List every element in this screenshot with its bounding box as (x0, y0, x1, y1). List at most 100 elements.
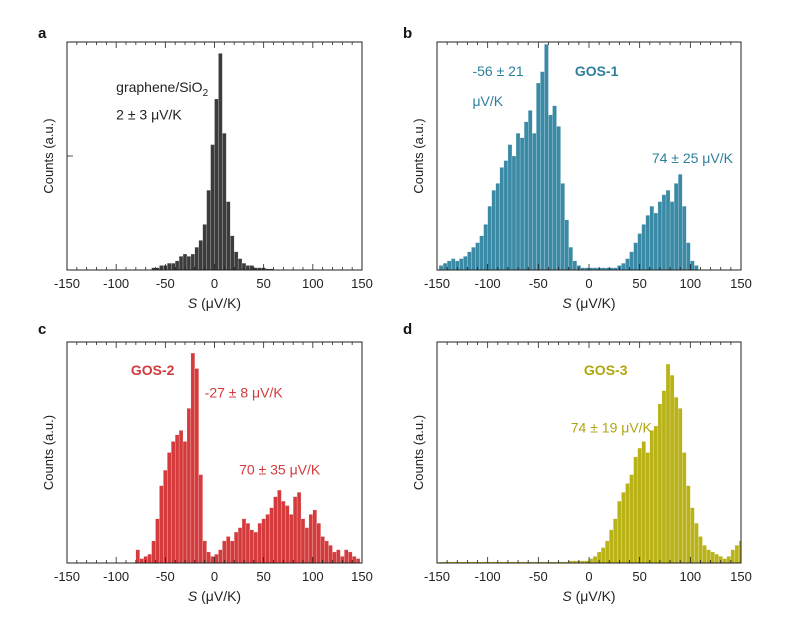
histogram-bar (226, 201, 231, 271)
annotation: 74 ± 25 μV/K (652, 150, 734, 166)
x-tick-label: -150 (54, 569, 80, 584)
histogram-bar (171, 262, 176, 271)
histogram-bar (653, 425, 659, 564)
x-tick-label: 50 (632, 569, 646, 584)
histogram-bar (682, 452, 687, 564)
histogram-bar (245, 523, 251, 564)
x-tick-label: 0 (211, 569, 218, 584)
annotation-text: GOS-1 (575, 63, 619, 79)
histogram-bar (273, 496, 278, 564)
histogram-bar (178, 430, 184, 564)
x-axis-label-unit: (μV/K) (572, 588, 616, 604)
histogram-bar (726, 556, 732, 564)
x-axis: -150 -100 -50 0 50 100 150 (424, 42, 752, 291)
histogram-bar (483, 224, 488, 271)
histogram-bar (194, 247, 199, 271)
histogram-bar (206, 551, 211, 564)
histogram-bar (540, 71, 545, 271)
histogram-bar (621, 492, 626, 564)
histogram-bar (446, 260, 452, 271)
x-tick-label: -100 (475, 276, 501, 291)
histogram-bar (237, 258, 243, 271)
annotation: 74 ± 19 μV/K (571, 420, 653, 436)
histogram-bar (139, 558, 144, 564)
histogram-bar (690, 507, 695, 564)
annotation-text: 70 ± 35 μV/K (239, 462, 321, 478)
y-axis-label: Counts (a.u.) (411, 415, 426, 490)
x-tick-label: -50 (529, 276, 548, 291)
histogram-bar (698, 536, 703, 564)
histogram-bar (233, 251, 239, 271)
histogram-bar (515, 133, 521, 271)
histogram-bar (348, 551, 353, 564)
annotation-text: 2 ± 3 μV/K (116, 107, 182, 123)
histogram-bar (710, 551, 715, 564)
histogram-bar (722, 558, 727, 564)
histogram-bar (556, 126, 561, 271)
histogram-bar (167, 452, 172, 564)
histogram-bar (167, 262, 172, 271)
x-tick-label: 150 (730, 569, 752, 584)
histogram-bar (665, 190, 671, 271)
histogram-bar (222, 133, 227, 271)
histogram-bar (442, 262, 448, 271)
histogram-bar (332, 551, 337, 564)
histogram-bar (463, 256, 468, 271)
annotation-subscript: 2 (203, 88, 209, 99)
histogram-bar (135, 549, 140, 564)
histogram-bar (190, 253, 196, 271)
histogram-bar (641, 441, 646, 564)
histogram-bar (673, 397, 679, 564)
histogram-bar (605, 540, 610, 564)
x-axis-label-symbol: S (562, 295, 572, 311)
histogram-bar (202, 224, 207, 271)
annotation-text: -27 ± 8 μV/K (205, 384, 284, 400)
histogram-bar (528, 110, 533, 271)
histogram-bar (249, 265, 255, 271)
histogram-bar (649, 430, 655, 564)
x-tick-label: -100 (103, 569, 129, 584)
histogram-bar (245, 265, 251, 271)
x-tick-label: 100 (302, 569, 324, 584)
histogram-bar (292, 496, 298, 564)
x-axis-label-symbol: S (188, 295, 198, 311)
histogram-bar (312, 509, 317, 564)
bars (438, 363, 742, 564)
histogram-bar (206, 190, 211, 271)
histogram-bar (661, 390, 667, 564)
histogram-bar (714, 553, 719, 564)
x-axis: -150 -100 -50 0 50 100 150 (424, 342, 752, 584)
x-axis-label: S (μV/K) (188, 295, 241, 311)
histogram-bar (564, 219, 569, 271)
histogram-bar (677, 174, 683, 271)
histogram-bar (669, 374, 675, 564)
x-tick-label: 0 (211, 276, 218, 291)
histogram-bar (194, 368, 199, 564)
histogram-bar (467, 251, 472, 271)
x-tick-label: 150 (351, 569, 373, 584)
histogram-bar (560, 183, 565, 271)
histogram-bar (300, 518, 306, 564)
histogram-bar (214, 553, 219, 564)
histogram-bar (487, 205, 492, 271)
histogram-bar (690, 260, 695, 271)
histogram-bar (532, 133, 537, 271)
histogram-bar (459, 258, 464, 271)
histogram-bar (471, 247, 476, 271)
histogram-bar (661, 194, 667, 271)
histogram-bar (328, 545, 333, 564)
annotation: graphene/SiO2 (116, 79, 208, 99)
histogram-bar (495, 183, 500, 271)
x-axis-label-symbol: S (562, 588, 572, 604)
histogram-bar (210, 144, 215, 271)
panel-label: a (38, 25, 47, 42)
histogram-bar (536, 82, 541, 271)
histogram-bar (479, 235, 484, 271)
x-axis-label: S (μV/K) (562, 295, 615, 311)
histogram-bar (552, 105, 557, 271)
annotation: GOS-1 (575, 63, 619, 79)
x-tick-label: 50 (256, 569, 270, 584)
x-tick-label: -50 (156, 276, 175, 291)
histogram-bar (625, 258, 630, 271)
